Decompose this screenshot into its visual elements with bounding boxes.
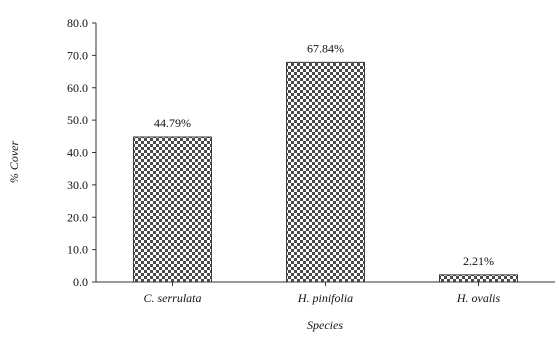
y-tick-label: 40.0 (67, 146, 88, 160)
y-tick-label: 50.0 (67, 113, 88, 127)
bar (133, 136, 212, 283)
y-tick-label: 80.0 (67, 16, 88, 30)
x-category-label: C. serrulata (143, 291, 201, 305)
y-tick-label: 20.0 (67, 210, 88, 224)
y-axis-ticks: 0.0 10.0 20.0 30.0 40.0 50.0 60.0 70.0 80.0 (67, 16, 96, 289)
x-axis-category-labels: C. serrulata H. pinifolia H. ovalis (143, 282, 500, 305)
bar-data-label: 44.79% (154, 116, 191, 130)
data-labels: 44.79% 67.84% 2.21% (154, 41, 494, 267)
y-tick-label: 70.0 (67, 48, 88, 62)
bar-data-label: 2.21% (463, 254, 494, 268)
y-axis-title: % Cover (7, 141, 21, 184)
bars (133, 61, 518, 283)
bar (286, 61, 365, 283)
bar-data-label: 67.84% (307, 41, 344, 55)
x-category-label: H. ovalis (456, 291, 501, 305)
bar (439, 274, 518, 283)
y-tick-label: 10.0 (67, 243, 88, 257)
x-category-label: H. pinifolia (297, 291, 353, 305)
y-tick-label: 0.0 (73, 275, 88, 289)
y-tick-label: 60.0 (67, 81, 88, 95)
y-tick-label: 30.0 (67, 178, 88, 192)
x-axis-title: Species (307, 318, 343, 332)
